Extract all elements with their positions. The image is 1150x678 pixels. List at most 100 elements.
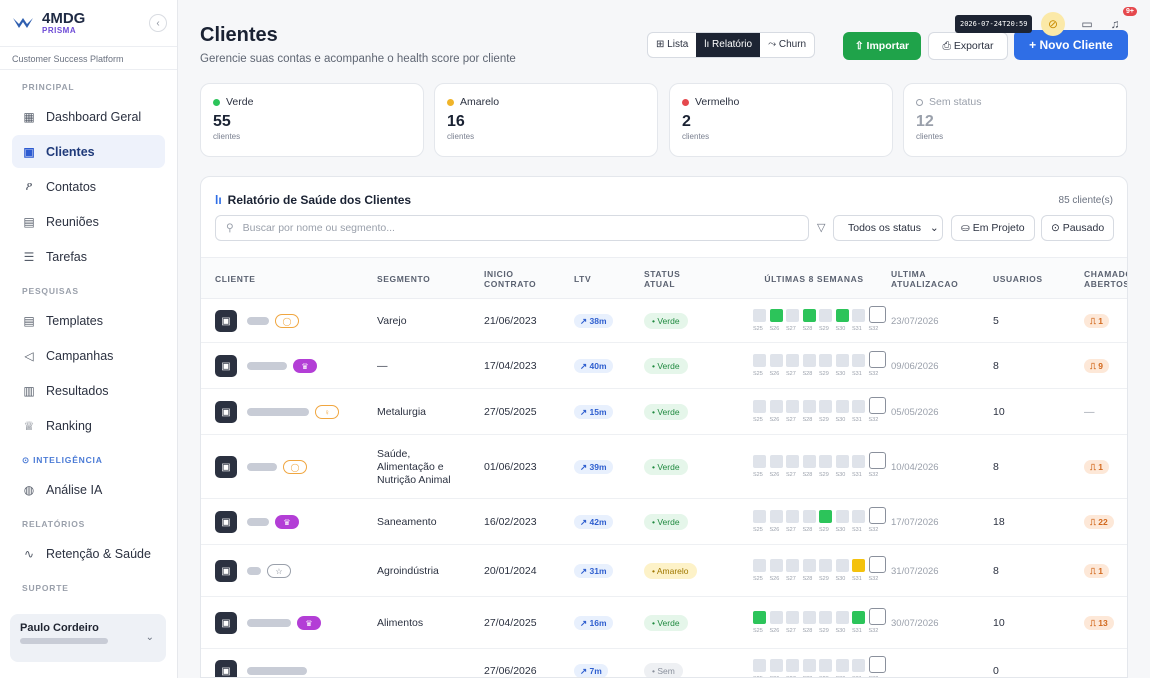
week-square	[819, 309, 832, 322]
new-client-button[interactable]: + Novo Cliente	[1014, 30, 1128, 60]
calendar-icon: ▤	[23, 214, 35, 229]
import-button[interactable]: ⇧ Importar	[843, 32, 921, 60]
sidebar-item-an-lise-ia[interactable]: ◍ Análise IA	[12, 473, 165, 506]
sidebar-item-reten-o-sa-de[interactable]: ∿ Retenção & Saúde	[12, 537, 165, 570]
export-button[interactable]: ⎙ Exportar	[928, 32, 1008, 60]
sidebar-item-label: Contatos	[46, 179, 97, 194]
nav-section-4: SUPORTE	[22, 583, 69, 593]
users-cell: 5	[993, 315, 999, 327]
column-header-7[interactable]: USUARIOS	[993, 274, 1043, 284]
week-label: S25	[753, 371, 763, 377]
client-tier-badge: ♛	[293, 359, 317, 373]
week-square	[802, 510, 816, 523]
view-tab-2[interactable]: ⤳ Churn	[768, 39, 807, 50]
weeks-cell: S25 S26 S27 S28 S29 S30 S31 S32	[753, 299, 886, 343]
user-menu[interactable]: Paulo Cordeiro ⌄	[10, 614, 166, 662]
filter-pausado[interactable]: ⊙ Pausado	[1041, 215, 1115, 241]
status-card-label: Amarelo	[447, 96, 645, 108]
table-row[interactable]: ▣ ♛ Saneamento 16/02/2023 ↗ 42m • Verde S25 S26…	[201, 499, 1127, 545]
open-tickets-badge: ⎍ 1	[1084, 460, 1110, 474]
week-square	[835, 309, 849, 322]
week-square	[835, 400, 849, 413]
tickets-cell: —	[1084, 389, 1095, 435]
week-label: S27	[786, 417, 796, 423]
week-label: S30	[835, 472, 846, 478]
week-label: S30	[835, 527, 846, 533]
sidebar-item-templates[interactable]: ▤ Templates	[12, 304, 165, 337]
contract-start-cell: 17/04/2023	[484, 360, 537, 372]
tickets-cell: ⎍ 1	[1084, 435, 1110, 499]
status-card-vermelho[interactable]: Vermelho 2 clientes	[669, 83, 893, 157]
sidebar-item-campanhas[interactable]: ◁ Campanhas	[12, 339, 165, 372]
column-header-0[interactable]: CLIENTE	[215, 274, 256, 284]
segment-cell: Alimentos	[377, 616, 424, 629]
view-tab-1[interactable]: lı Relatório	[696, 33, 761, 57]
column-header-4[interactable]: STATUS ATUAL	[644, 269, 681, 289]
sidebar-item-contatos[interactable]: ዖ Contatos	[12, 170, 165, 203]
table-row[interactable]: ▣ ◯ Varejo 21/06/2023 ↗ 38m • Verde S25 S26 S27 S…	[201, 299, 1127, 343]
sidebar-nav: PRINCIPAL ▦ Dashboard Geral ▣ Clientes ዖ Conta…	[0, 70, 177, 599]
sidebar-item-reuni-es[interactable]: ▤ Reuniões	[12, 205, 165, 238]
filter-em-projeto[interactable]: ⛀ Em Projeto	[951, 215, 1035, 241]
view-tab-0[interactable]: ⊞ Lista	[656, 39, 689, 50]
status-card-sem-status[interactable]: Sem status 12 clientes	[903, 83, 1127, 157]
search-input[interactable]: ⚲ Buscar por nome ou segmento...	[215, 215, 809, 241]
week-label: S29	[819, 576, 829, 582]
brand-sub: PRISMA	[42, 25, 77, 35]
bell-icon[interactable]: ♫	[1110, 17, 1120, 31]
status-card-note: clientes	[682, 132, 710, 141]
sidebar-item-tarefas[interactable]: ☰ Tarefas	[12, 240, 165, 273]
sidebar-item-dashboard-geral[interactable]: ▦ Dashboard Geral	[12, 100, 165, 133]
week-label: S28	[802, 472, 813, 478]
week-square	[786, 309, 799, 322]
week-square	[786, 510, 799, 523]
collapse-sidebar-button[interactable]: ‹	[149, 14, 167, 32]
week-square	[852, 309, 865, 322]
table-row[interactable]: ▣ ♛ Alimentos 27/04/2025 ↗ 16m • Verde S25 S26 S…	[201, 597, 1127, 649]
brain-icon: ◍	[23, 482, 35, 497]
table-row[interactable]: ▣ ◯ Saúde, Alimentação e Nutrição Animal 01…	[201, 435, 1127, 499]
week-label: S32	[868, 472, 879, 478]
status-card-verde[interactable]: Verde 55 clientes	[200, 83, 424, 157]
ltv-badge: ↗ 15m	[574, 405, 613, 419]
client-cell: ▣ ☆	[215, 545, 291, 597]
column-header-8[interactable]: CHAMADOS ABERTOS	[1084, 269, 1128, 289]
column-header-6[interactable]: ULTIMA ATUALIZACAO	[891, 269, 959, 289]
week-square	[835, 510, 849, 523]
status-card-label: Vermelho	[682, 96, 880, 108]
week-label: S27	[786, 576, 796, 582]
week-label: S27	[786, 676, 796, 677]
column-header-2[interactable]: INICIO CONTRATO	[484, 269, 537, 289]
column-header-3[interactable]: LTV	[574, 274, 592, 284]
column-header-5[interactable]: ÚLTIMAS 8 SEMANAS	[764, 274, 864, 284]
table-row[interactable]: ▣ ♛ —17/04/2023 ↗ 40m • Verde S25 S26 S27 S28 S29…	[201, 343, 1127, 389]
segment-cell: Varejo	[377, 314, 407, 327]
table-row[interactable]: ▣ 27/06/2026 ↗ 7m • Sem S25 S26 S27 S28 S29 S30 S3…	[201, 649, 1127, 677]
sidebar-item-label: Clientes	[46, 144, 95, 159]
view-toggle: ⊞ Lista lı Relatório ⤳ Churn	[647, 32, 816, 58]
column-header-1[interactable]: SEGMENTO	[377, 274, 431, 284]
status-card-amarelo[interactable]: Amarelo 16 clientes	[434, 83, 658, 157]
client-name-redacted	[247, 567, 261, 575]
week-label: S32	[868, 527, 879, 533]
sidebar-item-label: Campanhas	[46, 348, 114, 363]
week-label: S32	[868, 371, 879, 377]
sidebar-item-clientes[interactable]: ▣ Clientes	[12, 135, 165, 168]
status-filter-select[interactable]: Todos os status ⌄	[833, 215, 943, 241]
week-square	[786, 354, 799, 367]
week-square	[753, 510, 766, 523]
segment-cell: Metalurgia	[377, 405, 427, 418]
sidebar-item-ranking[interactable]: ♕ Ranking	[12, 409, 165, 442]
client-cell: ▣ ♛	[215, 343, 317, 389]
week-label: S26	[769, 628, 780, 634]
eye-off-icon[interactable]: ⊘	[1041, 12, 1065, 36]
client-tier-badge: ♛	[297, 616, 321, 630]
sidebar-item-resultados[interactable]: ▥ Resultados	[12, 374, 165, 407]
table-row[interactable]: ▣ ♀ Metalurgia 27/05/2025 ↗ 15m • Verde S25 S26…	[201, 389, 1127, 435]
chat-icon[interactable]: ▭	[1081, 17, 1093, 31]
week-label: S31	[852, 527, 862, 533]
status-card-note: clientes	[213, 132, 241, 141]
table-row[interactable]: ▣ ☆ Agroindústria 20/01/2024 ↗ 31m • Amarelo S…	[201, 545, 1127, 597]
client-name-redacted	[247, 619, 291, 627]
last-update-cell: 23/07/2026	[891, 315, 939, 327]
